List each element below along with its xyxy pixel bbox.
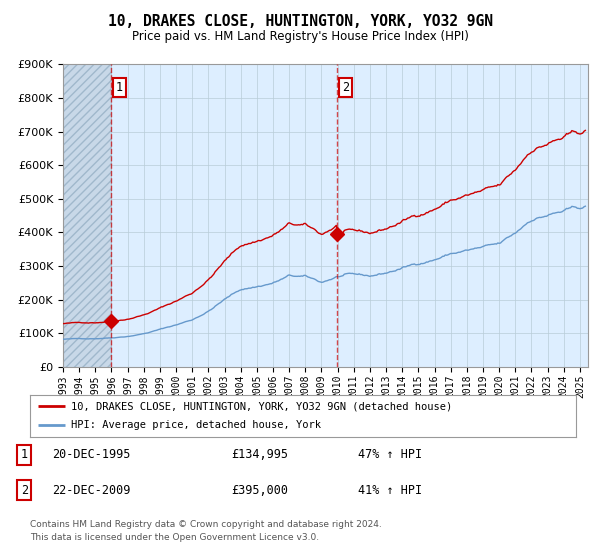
Text: 20-DEC-1995: 20-DEC-1995 bbox=[52, 449, 131, 461]
Text: HPI: Average price, detached house, York: HPI: Average price, detached house, York bbox=[71, 421, 321, 431]
Text: Contains HM Land Registry data © Crown copyright and database right 2024.
This d: Contains HM Land Registry data © Crown c… bbox=[30, 520, 382, 542]
Text: 22-DEC-2009: 22-DEC-2009 bbox=[52, 483, 131, 497]
Text: 2: 2 bbox=[342, 81, 349, 95]
Text: £134,995: £134,995 bbox=[231, 449, 288, 461]
Text: 10, DRAKES CLOSE, HUNTINGTON, YORK, YO32 9GN: 10, DRAKES CLOSE, HUNTINGTON, YORK, YO32… bbox=[107, 14, 493, 29]
Text: 41% ↑ HPI: 41% ↑ HPI bbox=[358, 483, 422, 497]
Text: 2: 2 bbox=[20, 483, 28, 497]
Text: £395,000: £395,000 bbox=[231, 483, 288, 497]
Text: 1: 1 bbox=[116, 81, 123, 95]
Bar bbox=[63, 64, 111, 367]
Text: 47% ↑ HPI: 47% ↑ HPI bbox=[358, 449, 422, 461]
Text: Price paid vs. HM Land Registry's House Price Index (HPI): Price paid vs. HM Land Registry's House … bbox=[131, 30, 469, 44]
Text: 1: 1 bbox=[20, 449, 28, 461]
Text: 10, DRAKES CLOSE, HUNTINGTON, YORK, YO32 9GN (detached house): 10, DRAKES CLOSE, HUNTINGTON, YORK, YO32… bbox=[71, 401, 452, 411]
